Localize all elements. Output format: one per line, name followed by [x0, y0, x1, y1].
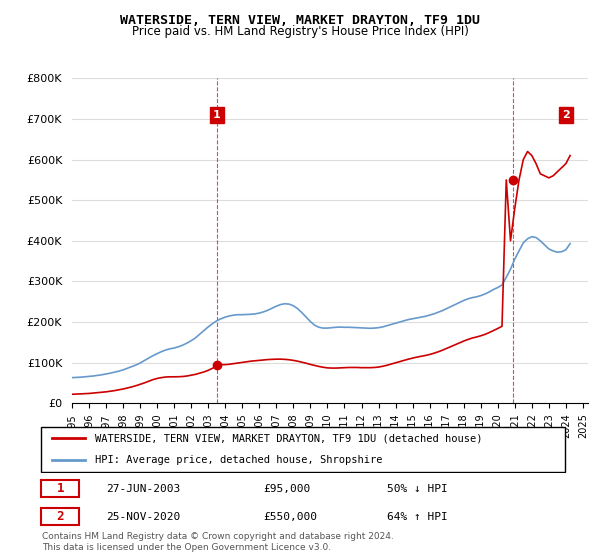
- Text: 1: 1: [213, 110, 221, 120]
- Text: WATERSIDE, TERN VIEW, MARKET DRAYTON, TF9 1DU (detached house): WATERSIDE, TERN VIEW, MARKET DRAYTON, TF…: [95, 433, 483, 444]
- Text: 50% ↓ HPI: 50% ↓ HPI: [387, 484, 448, 494]
- Text: 2: 2: [56, 510, 64, 524]
- Text: 2: 2: [562, 110, 570, 120]
- FancyBboxPatch shape: [41, 427, 565, 472]
- Text: 25-NOV-2020: 25-NOV-2020: [106, 512, 181, 522]
- Text: 27-JUN-2003: 27-JUN-2003: [106, 484, 181, 494]
- Text: £550,000: £550,000: [263, 512, 317, 522]
- FancyBboxPatch shape: [41, 480, 79, 497]
- Text: Price paid vs. HM Land Registry's House Price Index (HPI): Price paid vs. HM Land Registry's House …: [131, 25, 469, 38]
- Text: 1: 1: [56, 482, 64, 496]
- FancyBboxPatch shape: [41, 508, 79, 525]
- Text: HPI: Average price, detached house, Shropshire: HPI: Average price, detached house, Shro…: [95, 455, 383, 465]
- Text: Contains HM Land Registry data © Crown copyright and database right 2024.
This d: Contains HM Land Registry data © Crown c…: [42, 532, 394, 552]
- Text: WATERSIDE, TERN VIEW, MARKET DRAYTON, TF9 1DU: WATERSIDE, TERN VIEW, MARKET DRAYTON, TF…: [120, 14, 480, 27]
- Text: 64% ↑ HPI: 64% ↑ HPI: [387, 512, 448, 522]
- Text: £95,000: £95,000: [263, 484, 310, 494]
